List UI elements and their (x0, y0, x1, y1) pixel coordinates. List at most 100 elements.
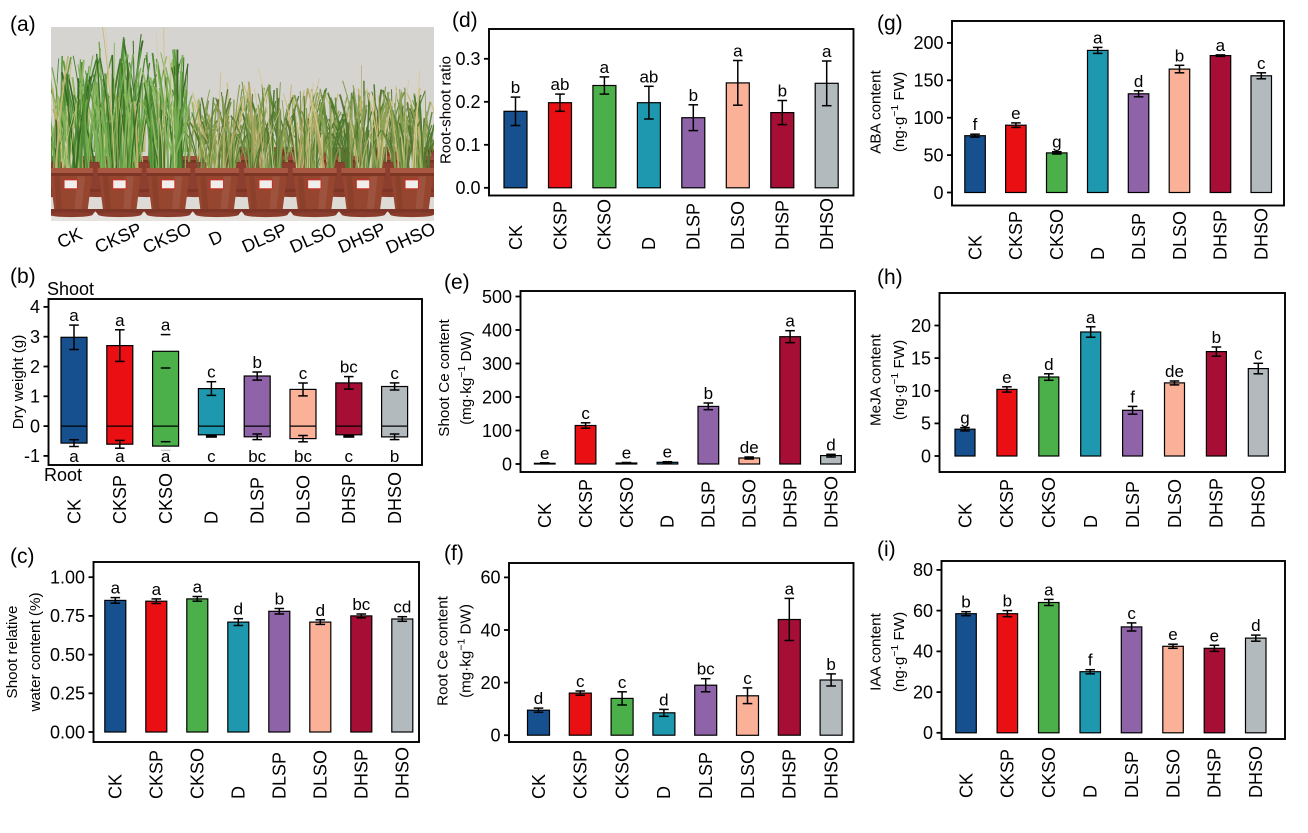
svg-text:CKSP: CKSP (571, 750, 591, 799)
svg-text:e: e (1168, 625, 1177, 644)
svg-text:CKSP: CKSP (998, 749, 1018, 798)
svg-text:bc: bc (352, 595, 370, 614)
svg-text:DHSP: DHSP (780, 478, 800, 528)
svg-text:DHSP: DHSP (1205, 748, 1225, 798)
svg-text:100: 100 (482, 421, 512, 441)
svg-text:CK: CK (535, 503, 555, 528)
svg-text:10: 10 (911, 381, 931, 401)
svg-text:Root Ce content: Root Ce content (435, 595, 452, 706)
svg-text:DLSO: DLSO (293, 475, 313, 524)
svg-text:c: c (299, 364, 308, 383)
svg-text:DHSO: DHSO (385, 472, 405, 524)
svg-text:b: b (778, 82, 787, 101)
svg-text:d: d (826, 435, 835, 454)
svg-text:CK: CK (106, 774, 126, 799)
svg-text:500: 500 (482, 287, 512, 307)
svg-text:20: 20 (480, 673, 500, 693)
svg-text:0: 0 (30, 416, 40, 436)
svg-text:b: b (275, 590, 284, 609)
svg-text:(b): (b) (10, 265, 36, 288)
svg-text:CKSO: CKSO (1039, 747, 1059, 798)
svg-text:-1: -1 (24, 446, 40, 466)
svg-text:CKSP: CKSP (147, 750, 167, 799)
svg-text:0.0: 0.0 (455, 178, 480, 198)
svg-text:DLSP: DLSP (684, 203, 704, 250)
svg-text:300: 300 (482, 354, 512, 374)
svg-text:1: 1 (30, 387, 40, 407)
svg-text:DLSP: DLSP (1123, 481, 1143, 528)
svg-text:D: D (229, 786, 249, 799)
svg-text:Dry weight (g): Dry weight (g) (10, 335, 27, 430)
svg-text:D: D (639, 237, 659, 250)
svg-text:c: c (743, 669, 752, 688)
svg-text:Shoot: Shoot (47, 279, 94, 299)
svg-text:CKSP: CKSP (1006, 211, 1026, 260)
svg-text:0: 0 (923, 723, 933, 743)
svg-text:CKSP: CKSP (576, 479, 596, 528)
svg-text:DLSO: DLSO (738, 750, 758, 799)
svg-text:1.00: 1.00 (50, 568, 85, 588)
svg-text:0.2: 0.2 (455, 92, 480, 112)
svg-text:DHSO: DHSO (817, 198, 837, 250)
svg-text:a: a (69, 447, 79, 466)
svg-text:d: d (1251, 616, 1260, 635)
svg-text:d: d (659, 690, 668, 709)
svg-text:c: c (576, 672, 585, 691)
svg-text:DHSP: DHSP (773, 200, 793, 250)
svg-text:a: a (115, 311, 125, 330)
svg-text:CK: CK (965, 235, 985, 260)
svg-text:(d): (d) (452, 9, 478, 32)
svg-text:DLSP: DLSP (248, 477, 268, 524)
svg-text:d: d (1134, 72, 1143, 91)
svg-text:b: b (961, 593, 970, 612)
svg-text:Root: Root (44, 465, 82, 485)
svg-text:bc: bc (697, 660, 715, 679)
svg-text:g: g (1052, 133, 1061, 152)
svg-text:a: a (785, 579, 795, 598)
svg-text:e: e (1011, 104, 1020, 123)
svg-text:0.3: 0.3 (455, 49, 480, 69)
svg-text:c: c (1257, 54, 1266, 73)
svg-text:DLSO: DLSO (1163, 749, 1183, 798)
svg-text:(c): (c) (10, 545, 35, 568)
svg-text:60: 60 (480, 568, 500, 588)
svg-text:DLSP: DLSP (1129, 213, 1149, 260)
svg-text:a: a (111, 579, 121, 598)
svg-text:DLSO: DLSO (728, 201, 748, 250)
svg-text:e: e (1210, 626, 1219, 645)
svg-text:c: c (581, 404, 590, 423)
svg-text:DHSP: DHSP (339, 474, 359, 524)
svg-text:CKSP: CKSP (997, 479, 1017, 528)
svg-text:e: e (1002, 368, 1011, 387)
svg-text:5: 5 (921, 414, 931, 434)
svg-text:b: b (1212, 328, 1221, 347)
svg-text:a: a (1044, 580, 1054, 599)
svg-text:0: 0 (502, 454, 512, 474)
svg-text:ab: ab (639, 67, 658, 86)
svg-text:CKSO: CKSO (1047, 209, 1067, 260)
svg-text:c: c (207, 363, 216, 382)
svg-text:Root-shoot ratio: Root-shoot ratio (438, 56, 455, 164)
svg-text:a: a (1086, 308, 1096, 327)
svg-text:CKSO: CKSO (595, 199, 615, 250)
svg-text:d: d (316, 601, 325, 620)
svg-text:0.00: 0.00 (50, 722, 85, 742)
svg-text:(i): (i) (877, 538, 896, 561)
svg-text:(e): (e) (444, 271, 470, 294)
svg-text:D: D (654, 786, 674, 799)
svg-text:ABA content: ABA content (868, 69, 885, 153)
svg-text:0: 0 (933, 183, 943, 203)
svg-text:(f): (f) (444, 542, 464, 565)
svg-text:0.25: 0.25 (50, 684, 85, 704)
svg-text:0.1: 0.1 (455, 135, 480, 155)
svg-text:50: 50 (923, 145, 943, 165)
svg-text:DLSO: DLSO (1165, 479, 1185, 528)
svg-text:DLSP: DLSP (699, 481, 719, 528)
svg-text:DLSO: DLSO (311, 750, 331, 799)
svg-text:DLSO: DLSO (1170, 211, 1190, 260)
svg-text:CKSO: CKSO (188, 748, 208, 799)
svg-text:DHSO: DHSO (393, 747, 413, 799)
svg-text:de: de (740, 438, 759, 457)
svg-text:bc: bc (248, 447, 266, 466)
svg-text:15: 15 (911, 348, 931, 368)
